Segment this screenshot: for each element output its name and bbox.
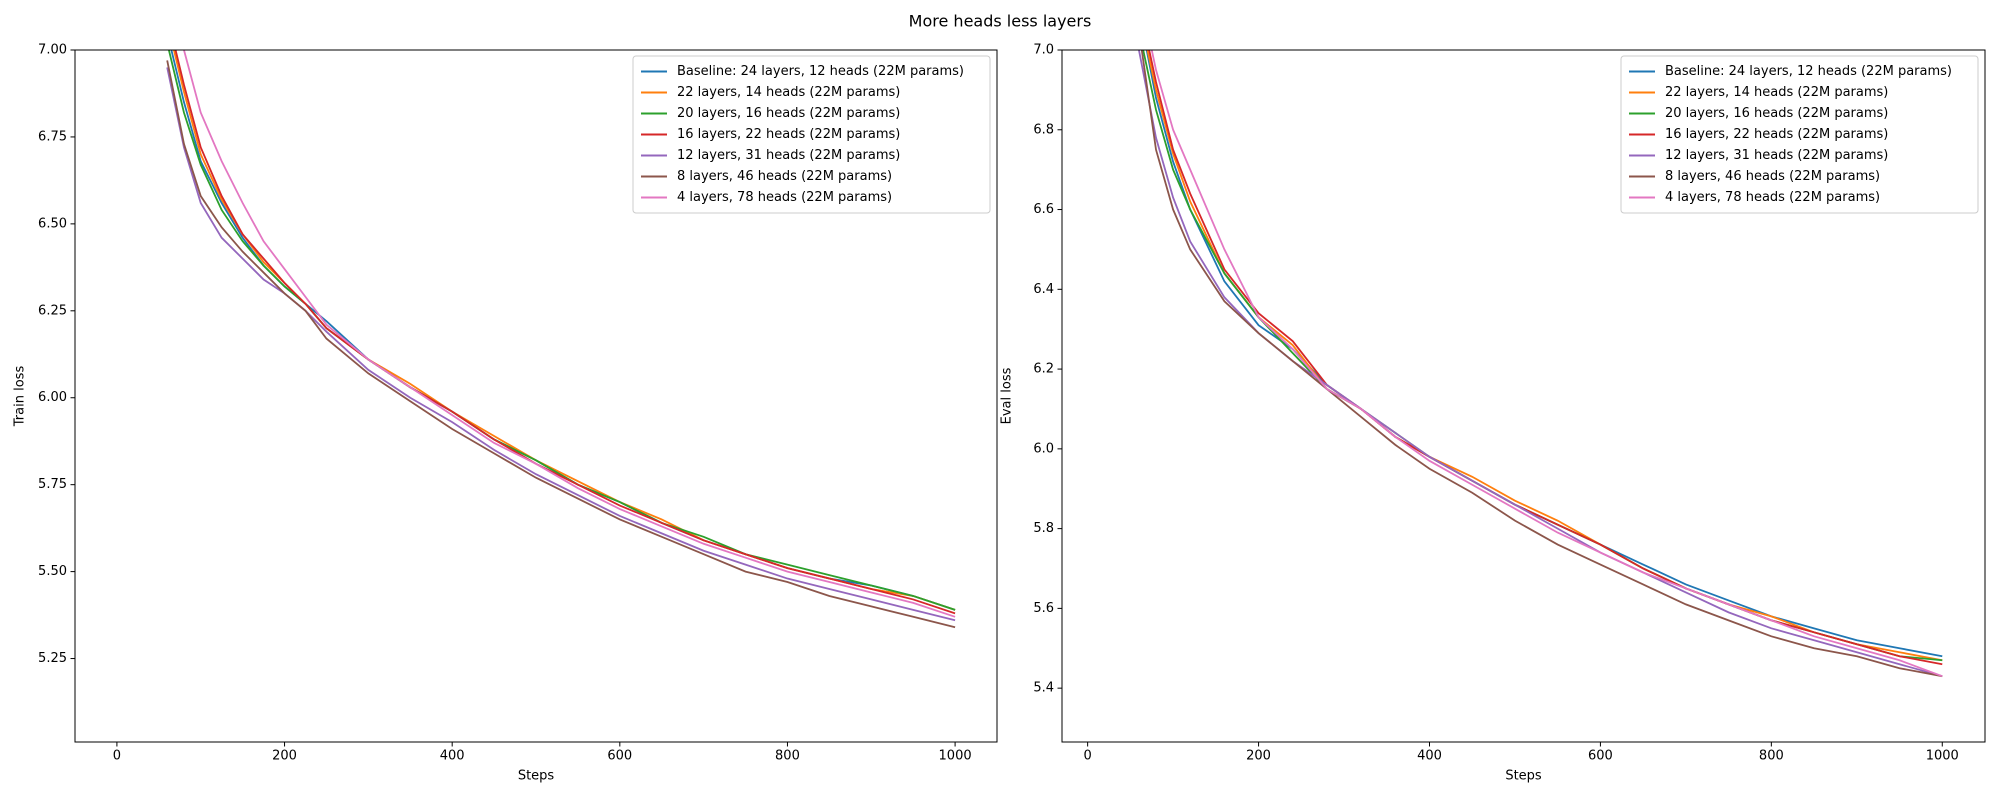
x-tick-label: 0 <box>113 749 121 764</box>
legend-label: 12 layers, 31 heads (22M params) <box>677 148 900 163</box>
x-tick-label: 200 <box>272 749 297 764</box>
series-line <box>174 50 956 615</box>
legend-frame <box>1620 55 1979 214</box>
legend: Baseline: 24 layers, 12 heads (22M param… <box>632 55 991 214</box>
y-tick-label: 6.75 <box>38 129 67 144</box>
legend-label: 4 layers, 78 heads (22M params) <box>677 190 892 205</box>
legend-label: Baseline: 24 layers, 12 heads (22M param… <box>677 64 964 79</box>
x-tick-label: 0 <box>1083 749 1091 764</box>
legend-label: 22 layers, 14 heads (22M params) <box>677 85 900 100</box>
y-tick-label: 5.6 <box>1033 601 1054 616</box>
legend-label: 20 layers, 16 heads (22M params) <box>677 106 900 121</box>
series-line <box>183 50 956 618</box>
legend-label: 16 layers, 22 heads (22M params) <box>677 127 900 142</box>
legend-label: Baseline: 24 layers, 12 heads (22M param… <box>1665 64 1952 79</box>
y-tick-label: 6.25 <box>38 303 67 318</box>
x-tick-label: 800 <box>1759 749 1784 764</box>
y-tick-label: 6.0 <box>1033 441 1054 456</box>
y-tick-label: 7.00 <box>38 43 67 58</box>
x-tick-label: 600 <box>1588 749 1613 764</box>
x-tick-label: 400 <box>440 749 465 764</box>
y-tick-label: 5.4 <box>1033 681 1054 696</box>
series-line <box>166 67 956 622</box>
x-tick-label: 400 <box>1417 749 1442 764</box>
y-tick-label: 5.8 <box>1033 521 1054 536</box>
axes-frame <box>1061 49 1986 743</box>
axes-frame <box>74 49 998 743</box>
legend-label: 8 layers, 46 heads (22M params) <box>677 169 892 184</box>
y-tick-label: 5.25 <box>38 651 67 666</box>
series-line <box>166 60 956 629</box>
x-axis-label: Steps <box>1505 769 1542 784</box>
legend-label: 4 layers, 78 heads (22M params) <box>1665 190 1880 205</box>
y-tick-label: 7.0 <box>1033 43 1054 58</box>
legend-label: 16 layers, 22 heads (22M params) <box>1665 127 1888 142</box>
series-line <box>1140 50 1943 678</box>
legend-label: 22 layers, 14 heads (22M params) <box>1665 85 1888 100</box>
series-line <box>1146 50 1943 662</box>
legend-label: 8 layers, 46 heads (22M params) <box>1665 169 1880 184</box>
series-line <box>1138 50 1943 678</box>
legend-label: 20 layers, 16 heads (22M params) <box>1665 106 1888 121</box>
figure-title: More heads less layers <box>909 12 1092 31</box>
legend-frame <box>632 55 991 214</box>
y-tick-label: 5.50 <box>38 564 67 579</box>
y-tick-label: 6.4 <box>1033 282 1054 297</box>
plot-area <box>1138 50 1943 678</box>
legend-label: 12 layers, 31 heads (22M params) <box>1665 148 1888 163</box>
x-tick-label: 200 <box>1246 749 1271 764</box>
x-tick-label: 600 <box>607 749 632 764</box>
y-tick-label: 5.75 <box>38 477 67 492</box>
series-line <box>1150 50 1943 678</box>
x-tick-label: 1000 <box>1926 749 1959 764</box>
y-axis-label: Eval loss <box>1000 367 1015 424</box>
y-axis-label: Train loss <box>13 366 28 428</box>
y-tick-label: 6.50 <box>38 216 67 231</box>
x-axis-label: Steps <box>518 769 555 784</box>
y-tick-label: 6.6 <box>1033 202 1054 217</box>
legend: Baseline: 24 layers, 12 heads (22M param… <box>1620 55 1979 214</box>
y-tick-label: 6.8 <box>1033 122 1054 137</box>
x-tick-label: 1000 <box>939 749 972 764</box>
y-tick-label: 6.2 <box>1033 362 1054 377</box>
y-tick-label: 6.00 <box>38 390 67 405</box>
plot-area <box>166 50 956 629</box>
x-tick-label: 800 <box>775 749 800 764</box>
